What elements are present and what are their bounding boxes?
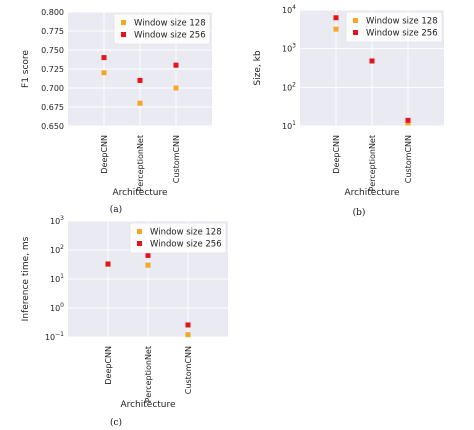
y-tick-label: 0.775 — [41, 27, 64, 36]
x-tick-label: DeepCNN — [332, 135, 341, 174]
x-tick-label: DeepCNN — [104, 346, 113, 385]
y-axis-title: F1 score — [21, 50, 31, 88]
x-axis-title: Architecture — [120, 400, 176, 410]
legend-marker — [353, 18, 358, 23]
x-tick-label: DeepCNN — [100, 135, 109, 174]
legend-marker — [137, 241, 142, 246]
chart-panel-1: 0.650 0.675 0.700 0.725 0.750 0.775 0.800 DeepC… — [21, 8, 212, 215]
y-tick-label: 104 — [282, 4, 296, 15]
legend-box — [113, 13, 211, 45]
legend-label: Window size 128 — [150, 228, 222, 238]
y-tick-label: 101 — [50, 273, 64, 284]
legend-marker — [137, 229, 142, 234]
data-point-series-2 — [173, 62, 179, 68]
x-tick-label: CustomCNN — [404, 135, 413, 183]
data-point-series-2 — [405, 117, 411, 123]
chart-panel-2: 101 102 103 104 DeepCNN PerceptionNet CustomCN… — [253, 4, 444, 218]
y-tick-label: 102 — [50, 244, 64, 255]
x-tick-label: PerceptionNet — [368, 135, 377, 191]
y-tick-label: 0.700 — [41, 84, 64, 93]
y-tick-label: 103 — [282, 43, 296, 54]
y-tick-label: 100 — [50, 302, 64, 313]
legend: Window size 128 Window size 256 — [345, 11, 443, 43]
legend-label: Window size 128 — [134, 19, 206, 29]
data-point-series-1 — [333, 26, 339, 32]
y-tick-label: 10−1 — [45, 331, 64, 342]
data-point-series-2 — [333, 15, 339, 21]
y-tick-label: 0.675 — [41, 103, 64, 112]
data-point-series-2 — [369, 58, 375, 64]
y-axis-title: Size, kb — [253, 50, 263, 85]
data-point-series-1 — [145, 262, 151, 268]
chart-panel-3: 10−1 100 101 102 103 DeepCNN PerceptionNet Cust… — [21, 215, 228, 428]
x-tick-label: PerceptionNet — [144, 346, 153, 402]
data-point-series-2 — [105, 261, 111, 267]
data-point-series-1 — [137, 100, 143, 106]
legend-label: Window size 128 — [366, 17, 438, 27]
legend-label: Window size 256 — [150, 240, 222, 250]
data-point-series-2 — [185, 322, 191, 328]
y-tick-label: 0.725 — [41, 65, 64, 74]
data-point-series-1 — [173, 85, 179, 91]
y-tick-label: 103 — [50, 215, 64, 226]
x-tick-label: CustomCNN — [172, 135, 181, 183]
legend-box — [129, 222, 227, 254]
legend-marker — [353, 30, 358, 35]
data-point-series-2 — [145, 252, 151, 258]
y-tick-label: 102 — [282, 81, 296, 92]
legend: Window size 128 Window size 256 — [129, 222, 227, 254]
legend-marker — [121, 20, 126, 25]
panel-caption: (c) — [110, 417, 122, 428]
y-tick-label: 0.750 — [41, 46, 64, 55]
legend-marker — [121, 32, 126, 37]
legend-box — [345, 11, 443, 43]
legend: Window size 128 Window size 256 — [113, 13, 211, 45]
legend-label: Window size 256 — [134, 31, 206, 41]
y-tick-label: 101 — [282, 120, 296, 131]
legend-label: Window size 256 — [366, 29, 438, 39]
panel-caption: (a) — [110, 204, 122, 215]
x-tick-label: PerceptionNet — [136, 135, 145, 191]
y-axis-title: Inference time, ms — [21, 236, 31, 321]
y-tick-label: 0.650 — [41, 122, 64, 131]
data-point-series-1 — [405, 120, 411, 126]
data-point-series-2 — [137, 77, 143, 83]
panel-caption: (b) — [353, 207, 366, 218]
data-point-series-2 — [101, 55, 107, 61]
y-tick-label: 0.800 — [41, 8, 64, 17]
x-axis-title: Architecture — [344, 188, 400, 198]
x-tick-label: CustomCNN — [184, 346, 193, 394]
x-axis-title: Architecture — [112, 188, 168, 198]
data-point-series-1 — [185, 332, 191, 338]
data-point-series-1 — [101, 70, 107, 76]
